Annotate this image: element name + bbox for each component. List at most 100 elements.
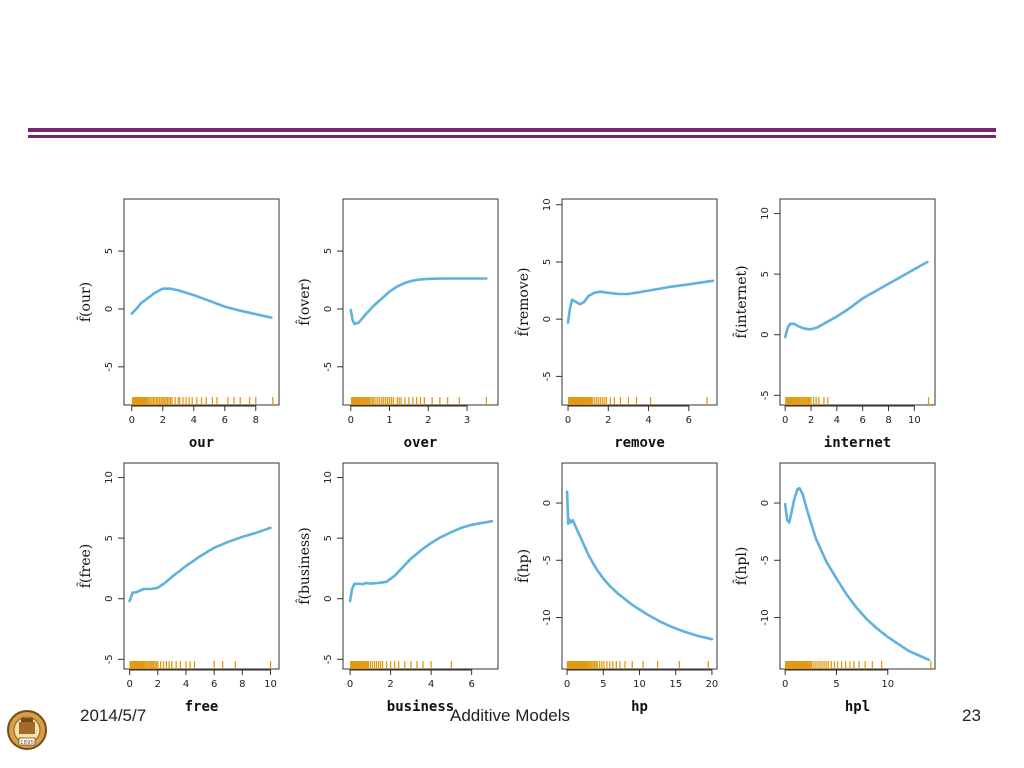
- logo-year: 1895: [20, 740, 34, 746]
- y-axis-label: f̂(hp): [514, 549, 532, 583]
- y-tick-label: -5: [542, 371, 553, 381]
- y-axis-label: f̂(hpl): [732, 547, 750, 586]
- x-axis-label: over: [404, 435, 438, 451]
- x-tick-label: 6: [222, 415, 228, 426]
- chart-panel-hpl: 0 5 10 -10 -5 0 hpl f̂(hpl): [710, 453, 945, 734]
- chart-panel-our: 0 2 4 6 8 -5 0 5 our f̂(our): [54, 189, 289, 470]
- x-tick-label: 0: [565, 415, 571, 426]
- y-tick-label: -5: [542, 555, 553, 565]
- footer-date: 2014/5/7: [80, 706, 147, 725]
- chart-panel-free: 0 2 4 6 8 10 -5 0 5 10 free f̂(free): [54, 453, 289, 734]
- x-tick-label: 6: [211, 679, 217, 690]
- y-axis-label: f̂(our): [76, 282, 94, 322]
- chart-svg: 0 2 4 6 8 10 -5 0 5 10 free f̂(free): [76, 462, 280, 715]
- x-tick-label: 4: [191, 415, 197, 426]
- x-tick-label: 2: [160, 415, 166, 426]
- x-axis-label: business: [387, 699, 454, 715]
- plot-frame: [561, 462, 718, 670]
- y-tick-label: -5: [323, 362, 334, 372]
- y-tick-label: -5: [104, 362, 115, 372]
- x-tick-label: 2: [605, 415, 611, 426]
- y-tick-label: -10: [760, 609, 771, 625]
- y-axis-label: f̂(internet): [732, 265, 750, 338]
- x-axis-label: internet: [824, 435, 891, 451]
- x-tick-label: 0: [348, 415, 354, 426]
- y-tick-label: -5: [760, 555, 771, 565]
- plot-frame: [342, 198, 499, 406]
- smooth-curve: [349, 277, 488, 326]
- x-axis-label: remove: [614, 435, 665, 451]
- x-tick-label: 4: [645, 415, 651, 426]
- x-axis-label: hpl: [845, 699, 870, 715]
- x-tick-label: 0: [782, 415, 788, 426]
- x-tick-label: 0: [564, 679, 570, 690]
- x-tick-label: 3: [464, 415, 470, 426]
- footer-page-number: 23: [962, 706, 981, 725]
- chart-panel-remove: 0 2 4 6 -5 0 5 10 remove f̂(remove): [492, 189, 727, 470]
- plot-frame: [342, 462, 499, 670]
- chart-svg: 0 1 2 3 -5 0 5 over f̂(over): [295, 198, 499, 451]
- y-tick-label: -5: [323, 654, 334, 664]
- smooth-curve: [130, 287, 273, 319]
- x-tick-label: 2: [387, 679, 393, 690]
- x-tick-label: 4: [428, 679, 434, 690]
- x-axis-label: hp: [631, 699, 648, 715]
- title-rule-top: [28, 128, 996, 132]
- y-tick-label: 10: [760, 207, 771, 220]
- plot-frame: [561, 198, 718, 406]
- smooth-curve: [566, 279, 715, 324]
- x-tick-label: 0: [126, 679, 132, 690]
- title-rule-bottom: [28, 135, 996, 138]
- y-tick-label: 0: [323, 596, 334, 602]
- x-tick-label: 15: [669, 679, 682, 690]
- y-axis-label: f̂(remove): [514, 268, 532, 337]
- smooth-curve: [783, 486, 931, 662]
- x-tick-label: 10: [908, 415, 921, 426]
- x-tick-label: 1: [386, 415, 392, 426]
- university-seal-icon: 1895: [6, 700, 48, 760]
- y-tick-label: 0: [104, 596, 115, 602]
- plot-frame: [123, 198, 280, 406]
- x-tick-label: 0: [347, 679, 353, 690]
- x-tick-label: 2: [808, 415, 814, 426]
- smooth-curve: [128, 526, 272, 603]
- chart-panel-internet: 0 2 4 6 8 10 -5 0 5 10 internet f̂(internet): [710, 189, 945, 470]
- plot-frame: [123, 462, 280, 670]
- x-tick-label: 6: [468, 679, 474, 690]
- y-tick-label: 0: [323, 306, 334, 312]
- chart-svg: 0 2 4 6 8 10 -5 0 5 10 internet f̂(internet): [732, 198, 936, 451]
- x-axis-label: our: [189, 435, 214, 451]
- y-tick-label: 10: [542, 198, 553, 211]
- chart-svg: 0 5 10 15 20 -10 -5 0 hp f̂(hp): [514, 462, 719, 715]
- y-tick-label: 5: [542, 259, 553, 265]
- chart-svg: 0 2 4 6 8 -5 0 5 our f̂(our): [76, 198, 280, 451]
- y-tick-label: 5: [104, 248, 115, 254]
- footer-title: Additive Models: [450, 706, 571, 725]
- x-tick-label: 20: [706, 679, 719, 690]
- x-tick-label: 4: [834, 415, 840, 426]
- y-axis-label: f̂(business): [295, 527, 313, 604]
- x-tick-label: 10: [881, 679, 894, 690]
- y-axis-label: f̂(over): [295, 278, 313, 325]
- x-tick-label: 5: [833, 679, 839, 690]
- y-tick-label: 5: [323, 248, 334, 254]
- y-axis-label: f̂(free): [76, 544, 94, 589]
- y-tick-label: -5: [760, 390, 771, 400]
- y-tick-label: 10: [323, 471, 334, 484]
- y-tick-label: 5: [760, 271, 771, 277]
- plot-frame: [779, 198, 936, 406]
- x-tick-label: 8: [239, 679, 245, 690]
- y-tick-label: 10: [104, 471, 115, 484]
- smooth-curve: [348, 519, 494, 603]
- y-tick-label: 0: [104, 306, 115, 312]
- x-tick-label: 6: [859, 415, 865, 426]
- y-tick-label: 5: [323, 535, 334, 541]
- chart-panel-over: 0 1 2 3 -5 0 5 over f̂(over): [273, 189, 508, 470]
- chart-svg: 0 2 4 6 -5 0 5 10 remove f̂(remove): [514, 198, 718, 451]
- smooth-curve: [783, 260, 929, 339]
- chart-panel-business: 0 2 4 6 -5 0 5 10 business f̂(business): [273, 453, 508, 734]
- x-tick-label: 0: [782, 679, 788, 690]
- chart-svg: 0 2 4 6 -5 0 5 10 business f̂(business): [295, 462, 499, 715]
- y-tick-label: -10: [542, 609, 553, 625]
